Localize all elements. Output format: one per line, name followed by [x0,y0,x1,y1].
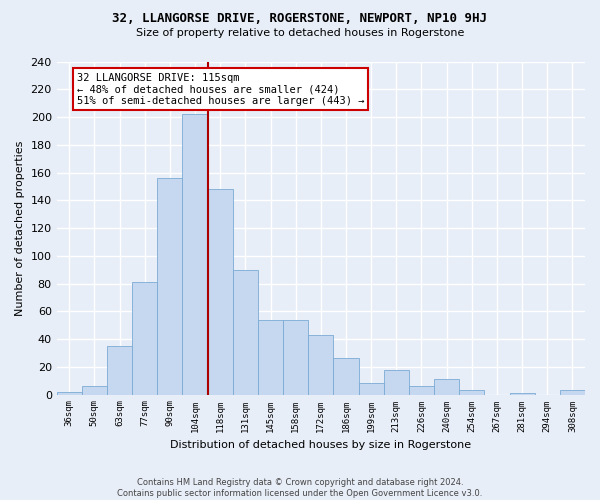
Bar [258,320,283,394]
Y-axis label: Number of detached properties: Number of detached properties [15,140,25,316]
Bar [233,270,258,394]
Bar [82,386,107,394]
Text: Size of property relative to detached houses in Rogerstone: Size of property relative to detached ho… [136,28,464,38]
Bar [384,370,409,394]
Bar [208,189,233,394]
Bar [434,380,459,394]
Bar [56,392,82,394]
Bar [182,114,208,394]
Bar [459,390,484,394]
Bar [107,346,132,395]
Text: Contains HM Land Registry data © Crown copyright and database right 2024.
Contai: Contains HM Land Registry data © Crown c… [118,478,482,498]
Bar [359,384,384,394]
Bar [560,390,585,394]
Bar [283,320,308,394]
Text: 32 LLANGORSE DRIVE: 115sqm
← 48% of detached houses are smaller (424)
51% of sem: 32 LLANGORSE DRIVE: 115sqm ← 48% of deta… [77,72,364,106]
Bar [409,386,434,394]
Bar [509,393,535,394]
Bar [157,178,182,394]
Bar [132,282,157,395]
Bar [308,335,334,394]
Bar [334,358,359,394]
Text: 32, LLANGORSE DRIVE, ROGERSTONE, NEWPORT, NP10 9HJ: 32, LLANGORSE DRIVE, ROGERSTONE, NEWPORT… [113,12,487,26]
X-axis label: Distribution of detached houses by size in Rogerstone: Distribution of detached houses by size … [170,440,472,450]
